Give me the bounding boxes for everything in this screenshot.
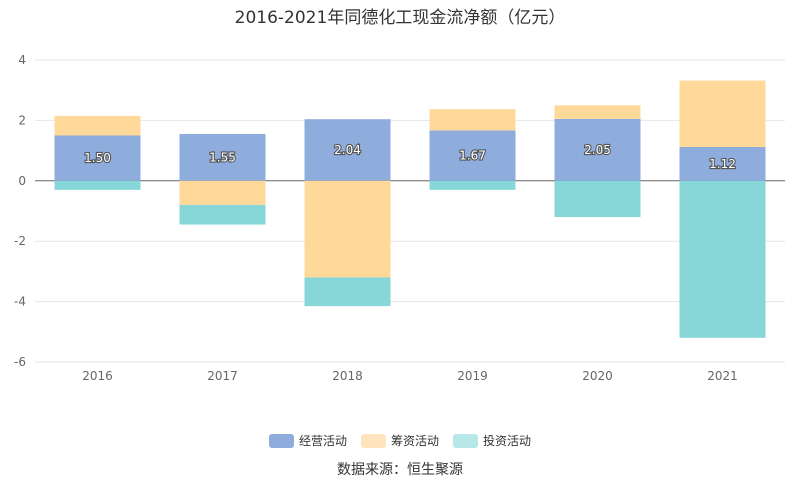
chart-title: 2016-2021年同德化工现金流净额（亿元） bbox=[234, 8, 566, 28]
bar-operating-2016 bbox=[54, 135, 141, 181]
bar-financing-2021 bbox=[679, 80, 766, 147]
bar-operating-2018 bbox=[304, 119, 391, 181]
legend-label-financing: 筹资活动 bbox=[390, 434, 439, 448]
y-tick-label: -2 bbox=[14, 234, 26, 248]
bar-investing-2020 bbox=[554, 180, 641, 218]
data-label: 1.67 bbox=[459, 149, 486, 163]
bar-operating-2017 bbox=[179, 133, 266, 181]
x-tick-label: 2017 bbox=[207, 369, 238, 383]
x-tick-label: 2018 bbox=[332, 369, 363, 383]
bar-investing-2016 bbox=[54, 180, 141, 190]
bar-financing-2020 bbox=[554, 105, 641, 119]
bar-operating-2021 bbox=[679, 146, 766, 181]
y-tick-label: 4 bbox=[18, 53, 26, 67]
x-tick-label: 2016 bbox=[82, 369, 113, 383]
legend-item-financing[interactable]: 筹资活动 bbox=[360, 432, 439, 449]
legend-swatch-operating bbox=[268, 433, 294, 448]
bar-financing-2016 bbox=[54, 115, 141, 136]
data-label: 2.04 bbox=[334, 143, 361, 157]
y-tick-label: 2 bbox=[18, 113, 26, 127]
data-label: 2.05 bbox=[584, 143, 611, 157]
bar-operating-2019 bbox=[429, 130, 516, 181]
x-tick-label: 2021 bbox=[707, 369, 738, 383]
bar-investing-2018 bbox=[304, 277, 391, 307]
bar-financing-2019 bbox=[429, 109, 516, 131]
y-tick-label: -6 bbox=[14, 355, 26, 369]
y-tick-label: -4 bbox=[14, 295, 26, 309]
legend-item-operating[interactable]: 经营活动 bbox=[268, 432, 347, 449]
legend-swatch-financing bbox=[360, 433, 386, 448]
bar-investing-2019 bbox=[429, 180, 516, 190]
bar-investing-2021 bbox=[679, 180, 766, 338]
legend-label-operating: 经营活动 bbox=[298, 434, 347, 448]
cash-flow-chart: 4 2 0 -2 -4 -6 1.50 2016 1.55 2017 2.04 2018 1.67 201… bbox=[14, 53, 785, 383]
x-tick-label: 2020 bbox=[582, 369, 613, 383]
x-tick-label: 2019 bbox=[457, 369, 488, 383]
chart-legend: 经营活动 筹资活动 投资活动 bbox=[0, 432, 800, 449]
legend-swatch-investing bbox=[453, 433, 478, 448]
data-source-note: 数据来源：恒生聚源 bbox=[337, 462, 463, 478]
legend-label-investing: 投资活动 bbox=[483, 434, 532, 448]
bar-operating-2020 bbox=[554, 118, 641, 181]
bar-financing-2017 bbox=[179, 180, 266, 205]
y-tick-label: 0 bbox=[18, 174, 26, 188]
bar-financing-2018 bbox=[304, 180, 391, 278]
data-label: 1.50 bbox=[84, 151, 111, 165]
bar-investing-2017 bbox=[179, 204, 266, 225]
data-label: 1.55 bbox=[209, 150, 236, 164]
data-label: 1.12 bbox=[709, 157, 736, 171]
legend-item-investing[interactable]: 投资活动 bbox=[453, 432, 531, 449]
